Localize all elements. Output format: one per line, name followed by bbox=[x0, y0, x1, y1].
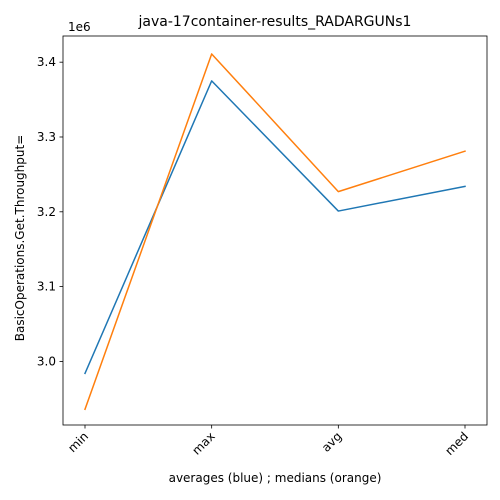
y-axis-label: BasicOperations.Get.Throughput= bbox=[13, 135, 27, 342]
y-tick-label: 3.0 bbox=[37, 354, 56, 368]
y-tick-label: 3.1 bbox=[37, 280, 56, 294]
series-line-2 bbox=[84, 53, 466, 411]
x-axis-label: averages (blue) ; medians (orange) bbox=[169, 471, 382, 485]
axes-frame bbox=[62, 35, 488, 426]
chart-title: java-17container-results_RADARGUNs1 bbox=[138, 14, 412, 30]
y-tick-label: 3.2 bbox=[37, 205, 56, 219]
x-tick-label: avg bbox=[319, 429, 345, 455]
x-tick-label: med bbox=[442, 429, 471, 458]
x-tick-label: max bbox=[189, 429, 217, 457]
y-tick-label: 3.3 bbox=[37, 130, 56, 144]
y-tick-label: 3.4 bbox=[37, 55, 56, 69]
series-line-1 bbox=[84, 80, 466, 375]
plot-area: 3.0 3.1 3.2 3.3 3.4 min max avg med bbox=[37, 35, 488, 458]
y-axis-offset-label: 1e6 bbox=[68, 20, 91, 34]
x-tick-label: min bbox=[65, 429, 91, 455]
